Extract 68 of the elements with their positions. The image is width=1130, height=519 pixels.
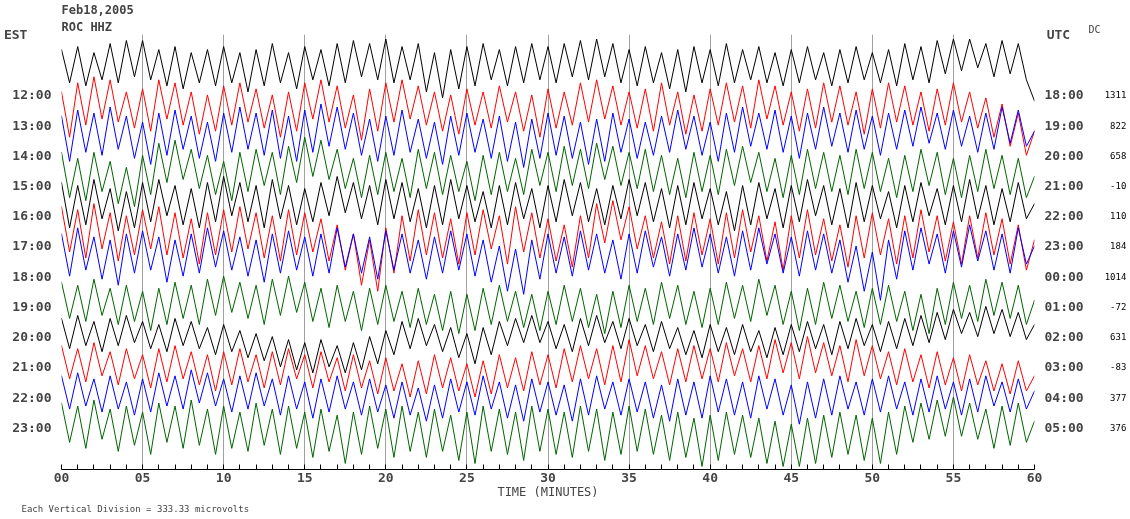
- x-tick-label: 25: [459, 469, 475, 485]
- y2-tick-label: 21:00: [1044, 178, 1084, 194]
- y-tick-label: 23:00: [12, 419, 52, 435]
- text: -83: [1110, 362, 1127, 373]
- line-series: [61, 336, 1035, 398]
- line-series: [61, 38, 1035, 102]
- line-series: [61, 275, 1035, 335]
- y-tick-label: 19:00: [12, 298, 52, 314]
- y2-tick-label: 23:00: [1044, 238, 1084, 254]
- y2-tick-label: 20:00: [1044, 147, 1084, 163]
- line-series: [61, 200, 1035, 292]
- y-tick-label: 18:00: [12, 268, 52, 284]
- x-tick-label: 55: [945, 469, 962, 485]
- y-tick-label: 20:00: [12, 329, 52, 345]
- text: 184: [1110, 241, 1127, 252]
- text: Each Vertical Division = 333.33 microvolts: [21, 503, 250, 514]
- line-series: [61, 76, 1035, 156]
- x-tick-label: 35: [621, 469, 637, 485]
- text: 822: [1110, 120, 1127, 131]
- y-tick-label: 13:00: [12, 117, 52, 133]
- chart-subtitle: ROC HHZ: [61, 19, 113, 34]
- x-tick-label: 60: [1026, 469, 1043, 485]
- y2-tick-label: 18:00: [1044, 87, 1084, 103]
- y-tick-label: 21:00: [12, 359, 52, 375]
- y-tick-label: 17:00: [12, 238, 52, 254]
- x-tick-label: 50: [864, 469, 881, 485]
- line-series: [61, 396, 1035, 467]
- y2-tick-label: 02:00: [1044, 329, 1084, 345]
- x-tick-label: 10: [215, 469, 232, 485]
- y2-tick-label: 05:00: [1044, 419, 1084, 435]
- x-tick-label: 20: [378, 469, 394, 485]
- line-series: [61, 175, 1035, 232]
- y2-axis-title: UTC: [1046, 27, 1071, 42]
- line-series: [61, 305, 1035, 374]
- text: 376: [1110, 422, 1127, 433]
- y2-tick-label: 19:00: [1044, 117, 1084, 133]
- text: 631: [1110, 332, 1127, 343]
- x-tick-label: 40: [702, 469, 719, 485]
- text: 377: [1110, 392, 1127, 403]
- y-tick-label: 12:00: [12, 87, 52, 103]
- text: -72: [1110, 301, 1127, 312]
- text: DC: [1088, 23, 1101, 35]
- y2-tick-label: 03:00: [1044, 359, 1084, 375]
- x-axis-title: TIME (MINUTES): [497, 484, 599, 499]
- y-tick-label: 15:00: [12, 178, 52, 194]
- line-series: [61, 224, 1035, 301]
- x-tick-label: 00: [53, 469, 70, 485]
- y-axis-title: EST: [3, 27, 28, 42]
- y2-tick-label: 00:00: [1044, 268, 1084, 284]
- text: 1311: [1104, 90, 1127, 101]
- text: -10: [1110, 181, 1127, 192]
- text: 1014: [1104, 271, 1127, 282]
- y-tick-label: 22:00: [12, 389, 52, 405]
- y2-tick-label: 22:00: [1044, 208, 1084, 224]
- x-tick-label: 45: [783, 469, 800, 485]
- text: 658: [1110, 150, 1127, 161]
- line-series: [61, 136, 1035, 208]
- line-series: [61, 369, 1035, 425]
- chart-title: Feb18,2005: [61, 2, 134, 17]
- x-tick-label: 30: [540, 469, 556, 485]
- x-tick-label: 05: [134, 469, 151, 485]
- y-tick-label: 14:00: [12, 147, 52, 163]
- line-series: [61, 103, 1035, 168]
- text: 110: [1110, 211, 1127, 222]
- y2-tick-label: 04:00: [1044, 389, 1084, 405]
- x-tick-label: 15: [296, 469, 313, 485]
- y-tick-label: 16:00: [12, 208, 52, 224]
- y2-tick-label: 01:00: [1044, 298, 1084, 314]
